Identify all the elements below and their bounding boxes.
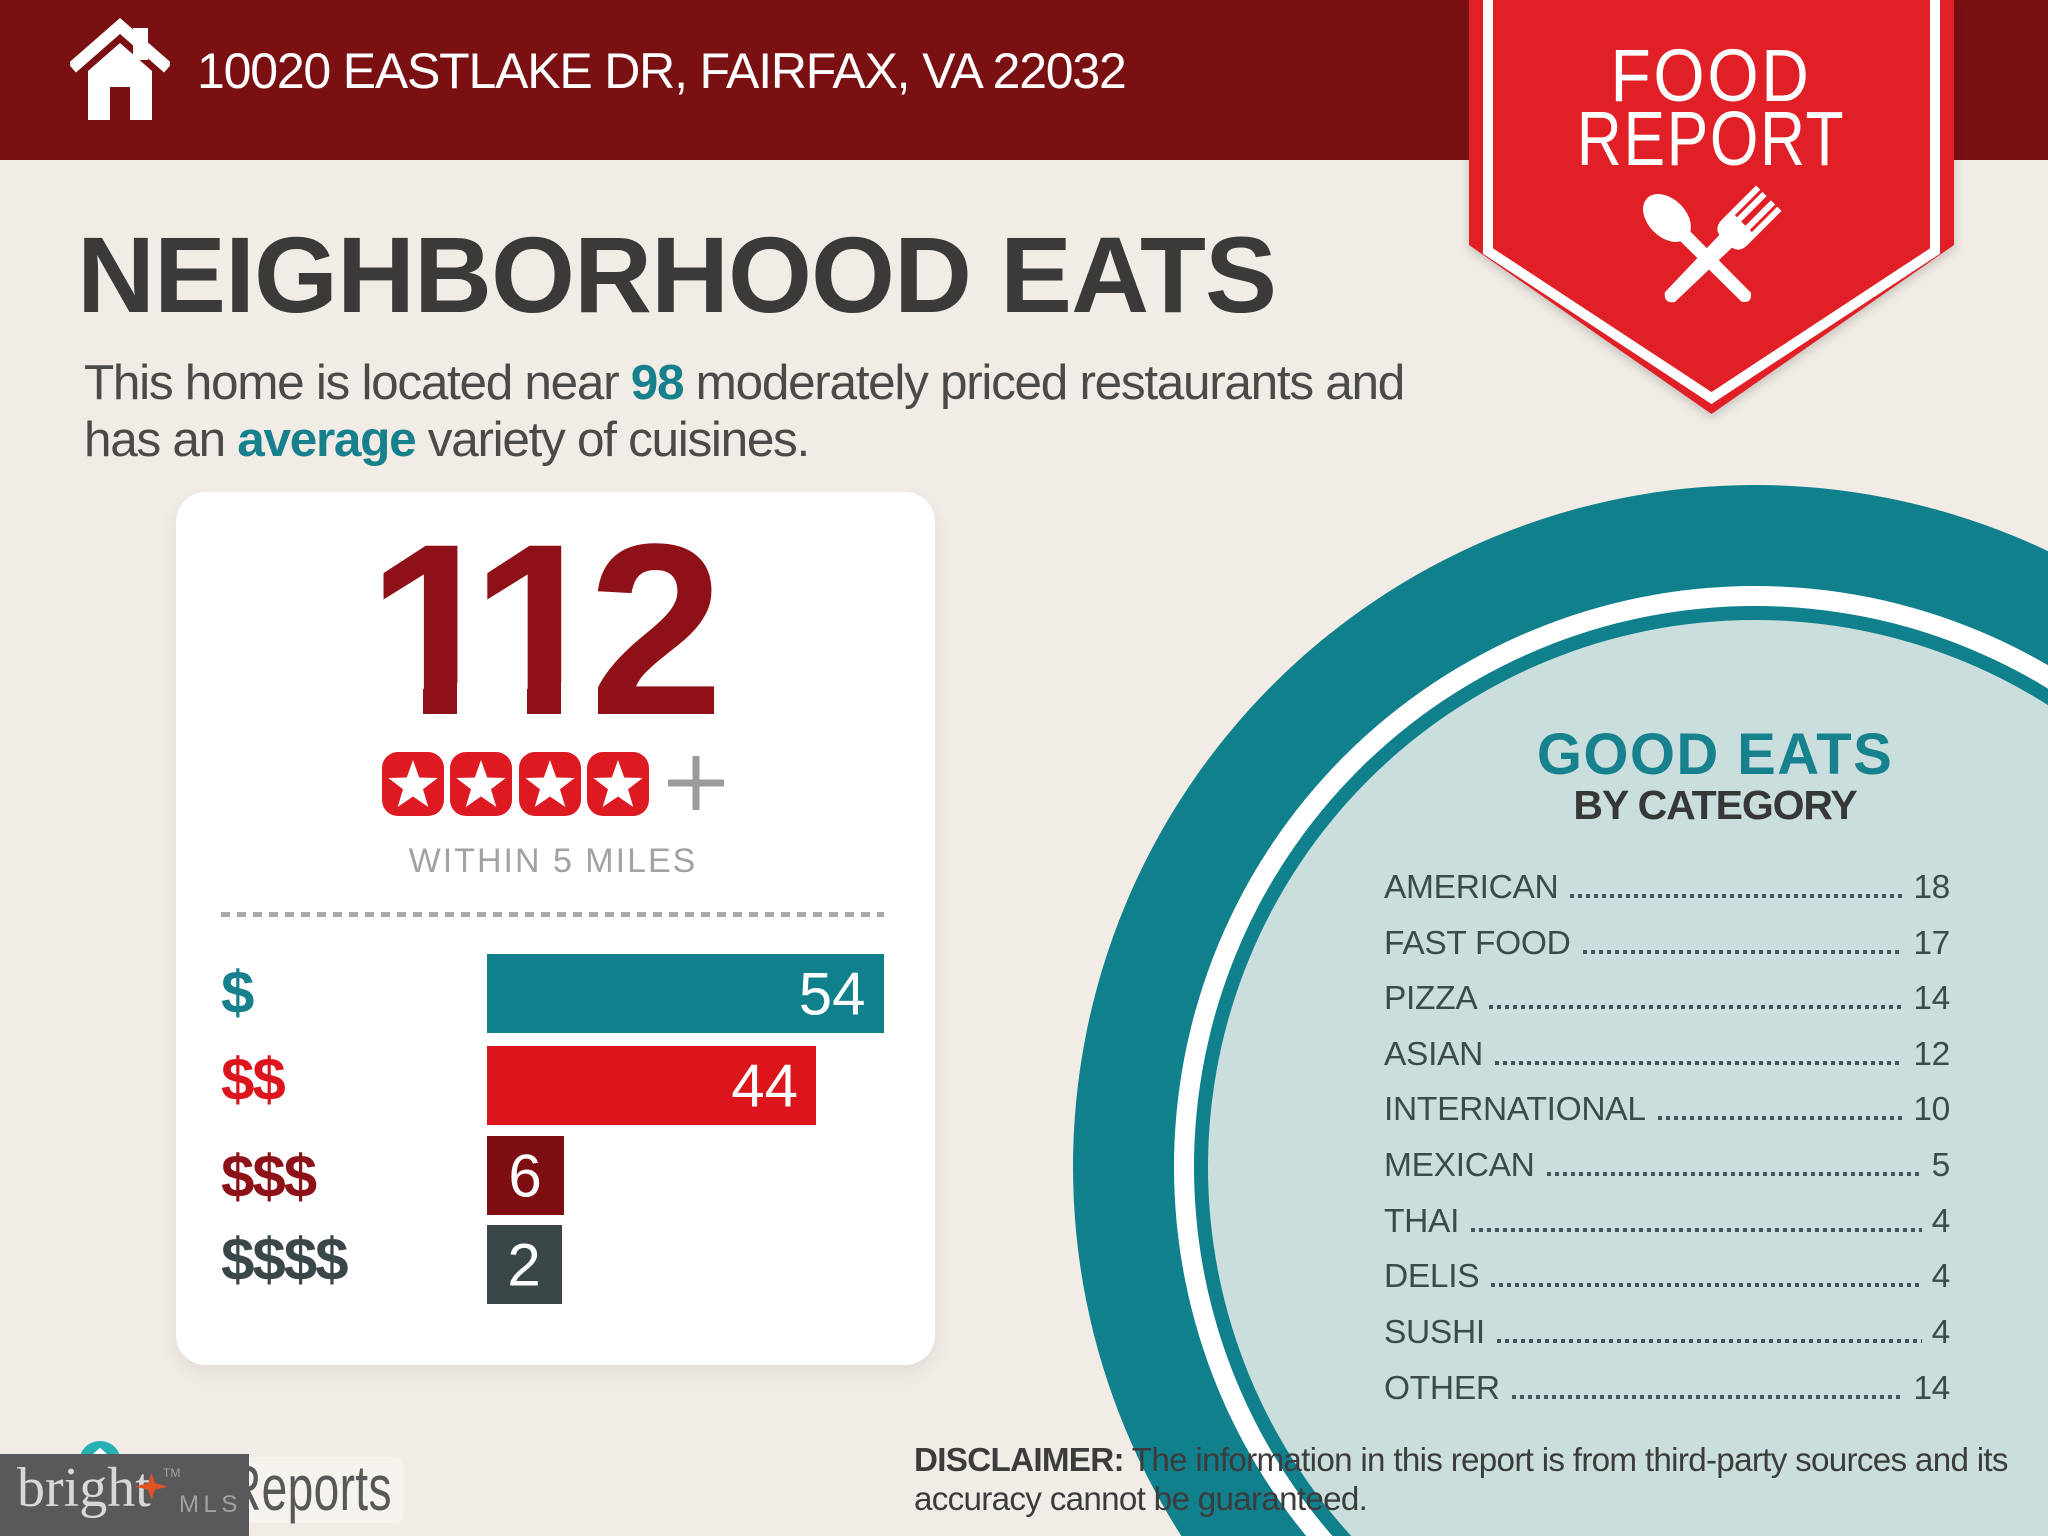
svg-text:FOOD: FOOD: [1611, 34, 1812, 116]
svg-text:REPORT: REPORT: [1577, 96, 1845, 182]
